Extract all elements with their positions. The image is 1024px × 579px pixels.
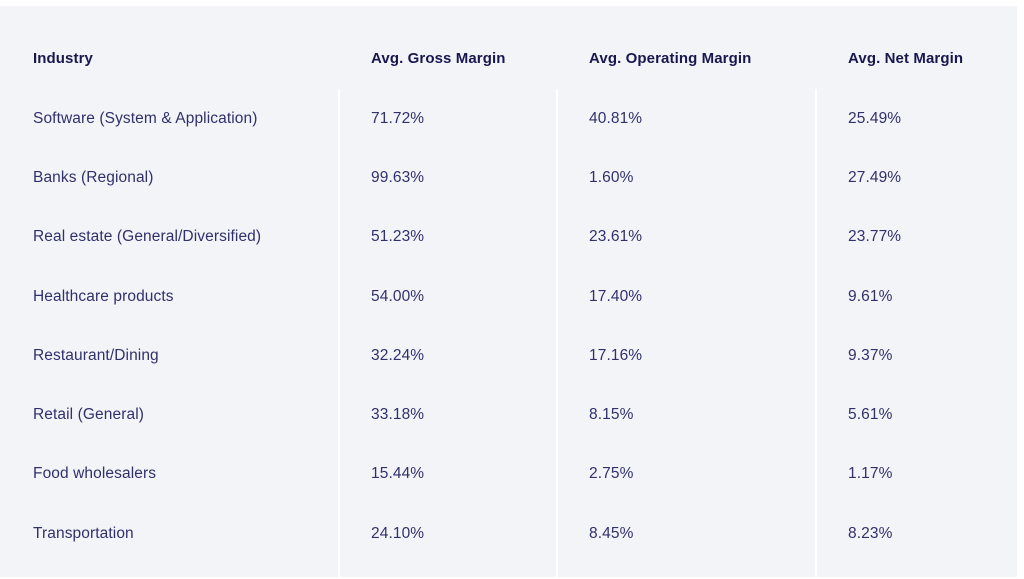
cell-industry: Food wholesalers <box>33 465 157 483</box>
cell-gross: 99.63% <box>371 168 425 186</box>
cell-operating: 23.61% <box>589 228 643 246</box>
column-header-industry: Industry <box>33 50 93 67</box>
cell-gross: 51.23% <box>371 228 425 246</box>
cell-net: 27.49% <box>848 168 902 186</box>
column-header-gross-margin: Avg. Gross Margin <box>371 50 506 67</box>
table-row: Food wholesalers 15.44% 2.75% 1.17% <box>0 445 1017 504</box>
industry-margins-table-panel: Industry Avg. Gross Margin Avg. Operatin… <box>0 6 1017 577</box>
table-row: Retail (General) 33.18% 8.15% 5.61% <box>0 385 1017 444</box>
cell-industry: Real estate (General/Diversified) <box>33 228 262 246</box>
cell-operating: 40.81% <box>589 109 643 127</box>
cell-operating: 8.45% <box>589 524 634 542</box>
cell-net: 9.61% <box>848 287 893 305</box>
cell-net: 23.77% <box>848 228 902 246</box>
cell-gross: 71.72% <box>371 109 425 127</box>
table-row: Banks (Regional) 99.63% 1.60% 27.49% <box>0 148 1017 207</box>
cell-operating: 2.75% <box>589 465 634 483</box>
column-header-net-margin: Avg. Net Margin <box>848 50 964 67</box>
cell-gross: 33.18% <box>371 406 425 424</box>
cell-gross: 15.44% <box>371 465 425 483</box>
cell-industry: Banks (Regional) <box>33 168 154 186</box>
table-row: Real estate (General/Diversified) 51.23% 2… <box>0 208 1017 267</box>
cell-net: 9.37% <box>848 346 893 364</box>
table-body: Software (System & Application) 71.72% 40.… <box>0 89 1017 563</box>
column-divider <box>338 89 340 577</box>
table-row: Software (System & Application) 71.72% 40.… <box>0 89 1017 148</box>
cell-operating: 8.15% <box>589 406 634 424</box>
column-header-operating-margin: Avg. Operating Margin <box>589 50 752 67</box>
cell-industry: Transportation <box>33 524 134 542</box>
cell-net: 1.17% <box>848 465 893 483</box>
cell-gross: 24.10% <box>371 524 425 542</box>
table-row: Transportation 24.10% 8.45% 8.23% <box>0 504 1017 563</box>
cell-operating: 1.60% <box>589 168 634 186</box>
column-divider <box>556 89 558 577</box>
cell-operating: 17.40% <box>589 287 643 305</box>
cell-gross: 54.00% <box>371 287 425 305</box>
cell-industry: Retail (General) <box>33 406 145 424</box>
cell-net: 25.49% <box>848 109 902 127</box>
cell-industry: Software (System & Application) <box>33 109 258 127</box>
cell-net: 8.23% <box>848 524 893 542</box>
table-row: Healthcare products 54.00% 17.40% 9.61% <box>0 267 1017 326</box>
table-row: Restaurant/Dining 32.24% 17.16% 9.37% <box>0 326 1017 385</box>
cell-industry: Healthcare products <box>33 287 174 305</box>
cell-gross: 32.24% <box>371 346 425 364</box>
cell-net: 5.61% <box>848 406 893 424</box>
column-divider <box>815 89 817 577</box>
table-header-row: Industry Avg. Gross Margin Avg. Operatin… <box>0 6 1017 89</box>
cell-operating: 17.16% <box>589 346 643 364</box>
cell-industry: Restaurant/Dining <box>33 346 159 364</box>
